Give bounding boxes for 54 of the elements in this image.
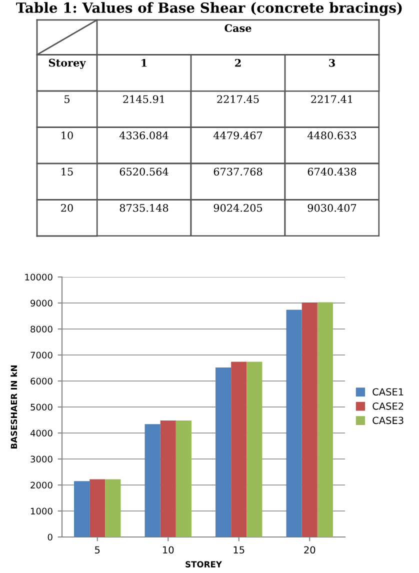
y-tick-label: 2000 — [30, 482, 52, 489]
x-tick-label: 10 — [163, 546, 174, 554]
data-label: 6520.564 — [120, 168, 168, 176]
data-label: 2217.41 — [311, 95, 352, 104]
y-tick-label: 1000 — [30, 508, 52, 515]
x-tick-label: 3 — [329, 58, 335, 67]
y-tick-label: 10000 — [25, 274, 52, 281]
bar — [90, 479, 106, 537]
data-label: 4336.084 — [119, 131, 168, 140]
y-tick-label: 20 — [61, 204, 73, 212]
y-tick-label: 10 — [62, 131, 73, 140]
y-tick-label: 6000 — [30, 378, 52, 385]
x-tick-label: 5 — [95, 546, 100, 554]
y-tick-label: 9000 — [30, 300, 52, 307]
y-tick-label: 8000 — [30, 326, 52, 333]
data-label: 2145.91 — [123, 95, 164, 104]
y-tick-label: 3000 — [30, 456, 52, 463]
bar — [74, 481, 90, 537]
bar — [176, 420, 192, 537]
x-tick-label: 20 — [304, 546, 316, 554]
data-label: 6737.768 — [214, 168, 262, 176]
bar — [317, 302, 333, 537]
y-axis-title: BASESHAER IN kN — [10, 366, 18, 448]
y-tick-label: 0 — [48, 534, 52, 541]
x-axis-title: Case — [224, 24, 252, 32]
chart-title: Table 1: Values of Base Shear (concrete bracings) — [16, 2, 402, 16]
y-tick-label: 7000 — [30, 352, 52, 359]
data-label: 2217.45 — [217, 95, 259, 104]
bar — [160, 420, 176, 537]
x-tick-label: 2 — [235, 58, 241, 67]
y-tick-label: 5 — [64, 95, 70, 104]
bar — [302, 302, 318, 537]
data-label: 4480.633 — [307, 131, 356, 140]
bar — [105, 479, 121, 537]
bar — [286, 310, 302, 537]
y-axis-title: Storey — [48, 58, 86, 69]
data-label: 9024.205 — [214, 204, 262, 212]
x-tick-label: 1 — [142, 58, 147, 67]
data-label: 8735.148 — [120, 204, 168, 212]
data-label: 4479.467 — [213, 131, 262, 140]
bar — [216, 367, 232, 537]
data-label: 9030.407 — [308, 204, 356, 212]
bar — [231, 362, 247, 537]
data-label: 6740.438 — [308, 168, 356, 176]
y-tick-label: 4000 — [30, 430, 52, 437]
bar — [246, 362, 262, 537]
y-tick-label: 15 — [62, 168, 73, 176]
legend-label: CASE2 — [372, 402, 404, 410]
legend-label: CASE3 — [372, 416, 404, 424]
x-tick-label: 15 — [234, 546, 244, 554]
x-axis-title: STOREY — [186, 561, 222, 568]
bar — [144, 424, 160, 537]
legend-label: CASE1 — [372, 388, 404, 396]
y-tick-label: 5000 — [30, 404, 52, 411]
